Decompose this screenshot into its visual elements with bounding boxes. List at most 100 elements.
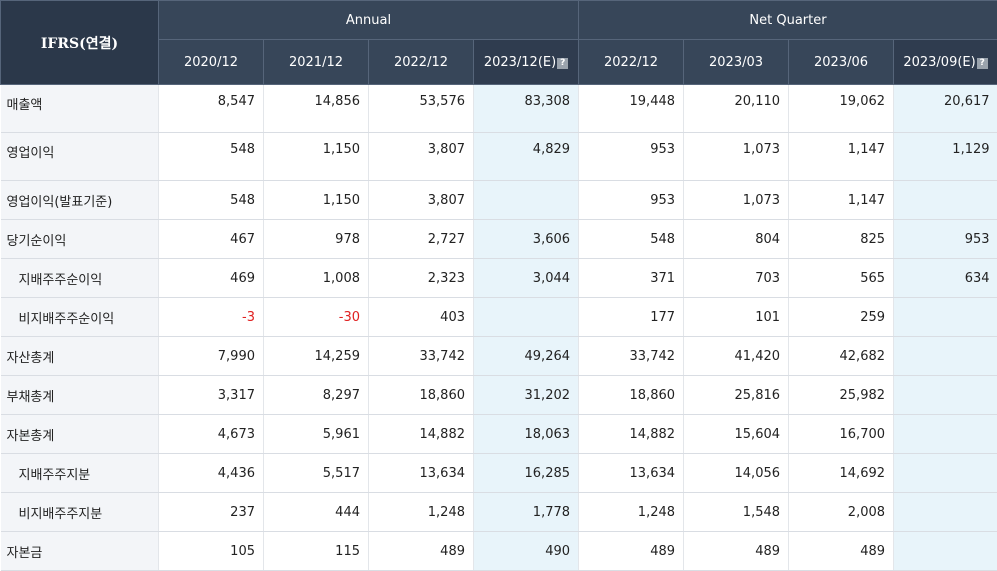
row-label: 비지배주주지분 <box>1 493 159 532</box>
value-cell: 548 <box>159 133 264 181</box>
period-header: 2023/03 <box>684 40 789 85</box>
value-cell: 4,673 <box>159 415 264 454</box>
value-cell: 19,448 <box>579 85 684 133</box>
value-cell: 31,202 <box>474 376 579 415</box>
value-cell: 1,248 <box>579 493 684 532</box>
value-cell: 1,548 <box>684 493 789 532</box>
value-cell: 1,248 <box>369 493 474 532</box>
value-cell: 548 <box>159 181 264 220</box>
value-cell: 2,727 <box>369 220 474 259</box>
value-cell: 804 <box>684 220 789 259</box>
value-cell: 469 <box>159 259 264 298</box>
value-cell: 3,317 <box>159 376 264 415</box>
value-cell: 105 <box>159 532 264 571</box>
period-label: 2021/12 <box>289 55 343 70</box>
value-cell: 14,692 <box>789 454 894 493</box>
value-cell: 489 <box>789 532 894 571</box>
value-cell <box>894 376 997 415</box>
value-cell: 953 <box>579 133 684 181</box>
value-cell: 953 <box>894 220 997 259</box>
value-cell: 3,606 <box>474 220 579 259</box>
help-icon[interactable]: ? <box>977 58 988 69</box>
row-label: 비지배주주순이익 <box>1 298 159 337</box>
value-cell <box>894 493 997 532</box>
quarter-group-header: Net Quarter <box>579 1 997 40</box>
value-cell: 18,860 <box>579 376 684 415</box>
value-cell: 1,073 <box>684 181 789 220</box>
value-cell: 3,807 <box>369 133 474 181</box>
period-label: 2022/12 <box>394 55 448 70</box>
value-cell: 42,682 <box>789 337 894 376</box>
row-label: 자산총계 <box>1 337 159 376</box>
value-cell: -3 <box>159 298 264 337</box>
value-cell: 444 <box>264 493 369 532</box>
period-header: 2023/06 <box>789 40 894 85</box>
value-cell <box>894 181 997 220</box>
value-cell: 20,617 <box>894 85 997 133</box>
period-header: 2020/12 <box>159 40 264 85</box>
row-label: 영업이익 <box>1 133 159 181</box>
value-cell: 3,807 <box>369 181 474 220</box>
value-cell: 5,961 <box>264 415 369 454</box>
value-cell: 41,420 <box>684 337 789 376</box>
value-cell: 53,576 <box>369 85 474 133</box>
value-cell: 825 <box>789 220 894 259</box>
value-cell: 14,259 <box>264 337 369 376</box>
value-cell: 33,742 <box>579 337 684 376</box>
value-cell: 403 <box>369 298 474 337</box>
value-cell: 371 <box>579 259 684 298</box>
value-cell <box>474 181 579 220</box>
value-cell <box>894 454 997 493</box>
value-cell: 83,308 <box>474 85 579 133</box>
period-label: 2023/12(E) <box>484 55 556 70</box>
value-cell: 14,856 <box>264 85 369 133</box>
value-cell: 237 <box>159 493 264 532</box>
value-cell: 16,285 <box>474 454 579 493</box>
value-cell: 1,073 <box>684 133 789 181</box>
value-cell: 978 <box>264 220 369 259</box>
value-cell: 25,816 <box>684 376 789 415</box>
value-cell: 7,990 <box>159 337 264 376</box>
row-label: 지배주주순이익 <box>1 259 159 298</box>
row-label: 부채총계 <box>1 376 159 415</box>
value-cell: 14,882 <box>579 415 684 454</box>
period-label: 2023/06 <box>814 55 868 70</box>
value-cell: 1,147 <box>789 133 894 181</box>
row-label: 영업이익(발표기준) <box>1 181 159 220</box>
period-label: 2023/03 <box>709 55 763 70</box>
row-label: 자본총계 <box>1 415 159 454</box>
value-cell: 634 <box>894 259 997 298</box>
row-label: 자본금 <box>1 532 159 571</box>
value-cell: 115 <box>264 532 369 571</box>
value-cell: 18,860 <box>369 376 474 415</box>
value-cell: 565 <box>789 259 894 298</box>
value-cell: 177 <box>579 298 684 337</box>
value-cell: 18,063 <box>474 415 579 454</box>
value-cell: 13,634 <box>579 454 684 493</box>
value-cell: 548 <box>579 220 684 259</box>
value-cell: 3,044 <box>474 259 579 298</box>
value-cell: 4,829 <box>474 133 579 181</box>
value-cell: 490 <box>474 532 579 571</box>
value-cell: 101 <box>684 298 789 337</box>
period-header: 2023/09(E)? <box>894 40 997 85</box>
value-cell: 19,062 <box>789 85 894 133</box>
table-corner-header: IFRS(연결) <box>1 1 159 85</box>
help-icon[interactable]: ? <box>557 58 568 69</box>
value-cell: 13,634 <box>369 454 474 493</box>
value-cell: 25,982 <box>789 376 894 415</box>
value-cell: 33,742 <box>369 337 474 376</box>
value-cell <box>894 415 997 454</box>
period-header: 2021/12 <box>264 40 369 85</box>
value-cell <box>894 532 997 571</box>
